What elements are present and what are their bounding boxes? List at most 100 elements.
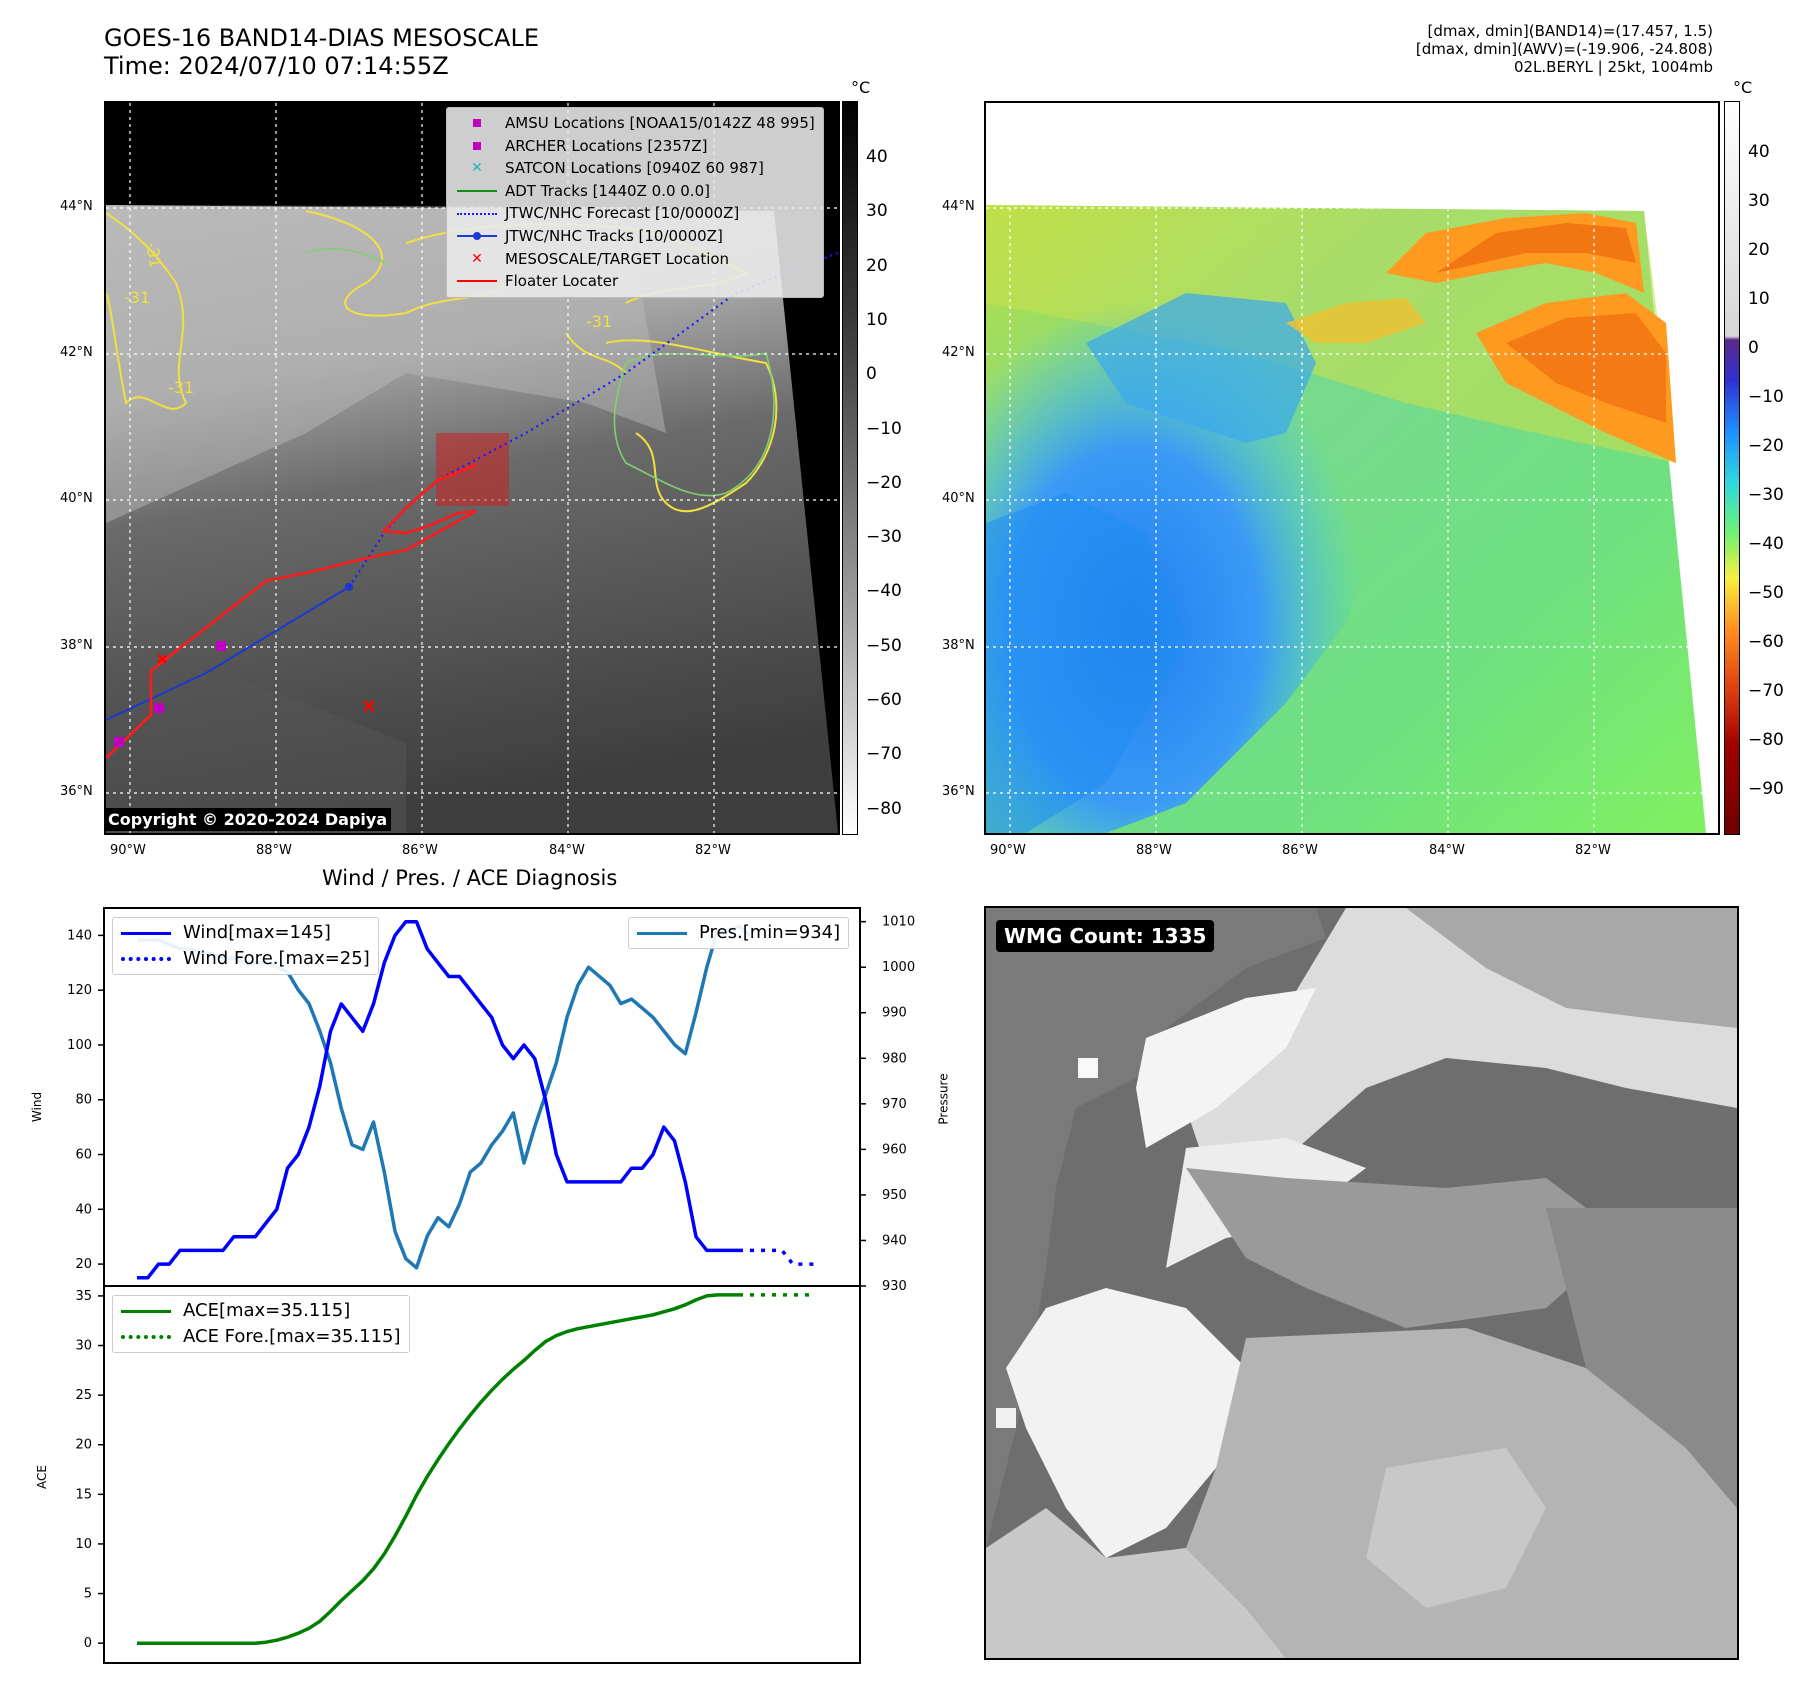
map-legend: AMSU Locations [NOAA15/0142Z 48 995] ARC… [446, 107, 824, 298]
colorbar-gray [842, 101, 858, 835]
pressure-tick-label: 990 [882, 1006, 907, 1021]
wmg-image [986, 908, 1737, 1658]
legend-item-jtwc-tracks: JTWC/NHC Tracks [10/0000Z] [457, 225, 815, 248]
wind-tick-label: 100 [67, 1038, 92, 1053]
lon-label: 82°W [1575, 843, 1611, 858]
wind-tick-label: 80 [75, 1093, 92, 1108]
colorbar-tick-label: −10 [866, 418, 902, 439]
colorbar-tick-label: 30 [866, 201, 888, 222]
svg-text:-31: -31 [142, 240, 165, 269]
legend-item-target: ✕ MESOSCALE/TARGET Location [457, 248, 815, 271]
lon-label: 86°W [1282, 843, 1318, 858]
ace-plot-frame [103, 1285, 861, 1664]
colorbar-tick-label: −20 [866, 472, 902, 493]
legend-item-archer: ARCHER Locations [2357Z] [457, 135, 815, 158]
pressure-tick-label: 980 [882, 1051, 907, 1066]
legend-item-floater: Floater Locater [457, 270, 815, 293]
square-marker-icon [457, 138, 497, 154]
pressure-tick-label: 1010 [882, 915, 915, 930]
wmg-panel [984, 906, 1739, 1660]
legend-item-adt: ADT Tracks [1440Z 0.0 0.0] [457, 180, 815, 203]
copyright-label: Copyright © 2020-2024 Dapiya [104, 808, 392, 831]
line-dot-icon [457, 228, 497, 244]
awv-map-image [986, 103, 1718, 833]
colorbar-unit: °C [1733, 78, 1753, 97]
colorbar-tick-label: 10 [1748, 289, 1770, 309]
pressure-tick-label: 1000 [882, 960, 915, 975]
pressure-tick-label: 930 [882, 1279, 907, 1294]
diagnosis-title: Wind / Pres. / ACE Diagnosis [322, 866, 618, 890]
wind-legend: Wind[max=145] Wind Fore.[max=25] [112, 917, 379, 975]
lat-label: 38°N [942, 638, 975, 653]
info-band14: [dmax, dmin](BAND14)=(17.457, 1.5) [1427, 22, 1713, 40]
legend-item-amsu: AMSU Locations [NOAA15/0142Z 48 995] [457, 112, 815, 135]
colorbar-tick-label: 10 [866, 309, 888, 330]
pressure-tick-label: 960 [882, 1142, 907, 1157]
pressure-axis-label: Pressure [936, 1073, 951, 1125]
pressure-legend: Pres.[min=934] [628, 917, 850, 949]
ace-line [137, 1293, 739, 1645]
ace-tick-label: 10 [75, 1537, 92, 1552]
pressure-line [137, 924, 751, 1270]
lon-label: 88°W [256, 843, 292, 858]
colorbar-tick-label: 40 [866, 147, 888, 167]
svg-text:-31: -31 [168, 378, 194, 397]
colorbar-tick-label: −50 [866, 635, 902, 656]
colorbar-tick-label: −70 [866, 744, 902, 765]
colorbar-tick-label: −20 [1748, 436, 1784, 456]
line-icon [457, 273, 497, 289]
chart-time: Time: 2024/07/10 07:14:55Z [104, 52, 449, 80]
ace-tick-label: 0 [84, 1636, 92, 1651]
info-awv: [dmax, dmin](AWV)=(-19.906, -24.808) [1415, 40, 1713, 58]
awv-map-panel [984, 101, 1720, 835]
lat-label: 40°N [60, 491, 93, 506]
colorbar-color [1724, 101, 1740, 835]
lon-label: 84°W [549, 843, 585, 858]
colorbar-tick-label: 0 [1748, 338, 1759, 358]
diagnosis-chart: 1401201008060402010101000990980970960950… [67, 907, 915, 1664]
lon-label: 84°W [1429, 843, 1465, 858]
wind-tick-label: 140 [67, 928, 92, 943]
ace-tick-label: 30 [75, 1339, 92, 1354]
colorbar-tick-label: −80 [866, 798, 902, 819]
line-icon [637, 925, 687, 941]
ace-tick-label: 35 [75, 1289, 92, 1304]
colorbar-tick-label: −60 [866, 690, 902, 710]
wmg-count-badge: WMG Count: 1335 [996, 920, 1215, 952]
dotted-line-icon [121, 1329, 171, 1345]
lat-label: 40°N [942, 491, 975, 506]
lon-label: 90°W [110, 843, 146, 858]
svg-text:-31: -31 [586, 312, 612, 331]
lat-label: 38°N [60, 638, 93, 653]
colorbar-unit: °C [851, 78, 871, 97]
wind-tick-label: 20 [75, 1257, 92, 1272]
wind-tick-label: 60 [75, 1148, 92, 1163]
line-icon [121, 925, 171, 941]
lon-label: 86°W [402, 843, 438, 858]
wind-line [137, 919, 739, 1280]
legend-item-jtwc-forecast: JTWC/NHC Forecast [10/0000Z] [457, 202, 815, 225]
colorbar-tick-label: 20 [1748, 240, 1770, 260]
colorbar-tick-label: −60 [1748, 632, 1784, 652]
ace-tick-label: 25 [75, 1388, 92, 1403]
colorbar-tick-label: 30 [1748, 191, 1770, 211]
colorbar-tick-label: −80 [1748, 730, 1784, 750]
ace-tick-label: 5 [84, 1587, 92, 1602]
lon-label: 90°W [990, 843, 1026, 858]
wind-tick-label: 120 [67, 983, 92, 998]
dotted-line-icon [457, 206, 497, 222]
colorbar-tick-label: −50 [1748, 583, 1784, 603]
lat-label: 36°N [60, 784, 93, 799]
x-marker-icon: ✕ [471, 160, 483, 177]
lat-label: 44°N [942, 199, 975, 214]
wind-forecast-line [739, 1248, 815, 1266]
colorbar-tick-label: −70 [1748, 681, 1784, 701]
info-storm: 02L.BERYL | 25kt, 1004mb [1513, 58, 1713, 76]
colorbar-tick-label: 40 [1748, 142, 1770, 162]
svg-text:-31: -31 [124, 288, 150, 307]
colorbar-tick-label: −40 [1748, 534, 1784, 554]
colorbar-tick-label: 0 [866, 364, 877, 385]
ace-tick-label: 20 [75, 1438, 92, 1453]
colorbar-tick-label: −40 [866, 581, 902, 602]
pressure-tick-label: 970 [882, 1097, 907, 1112]
